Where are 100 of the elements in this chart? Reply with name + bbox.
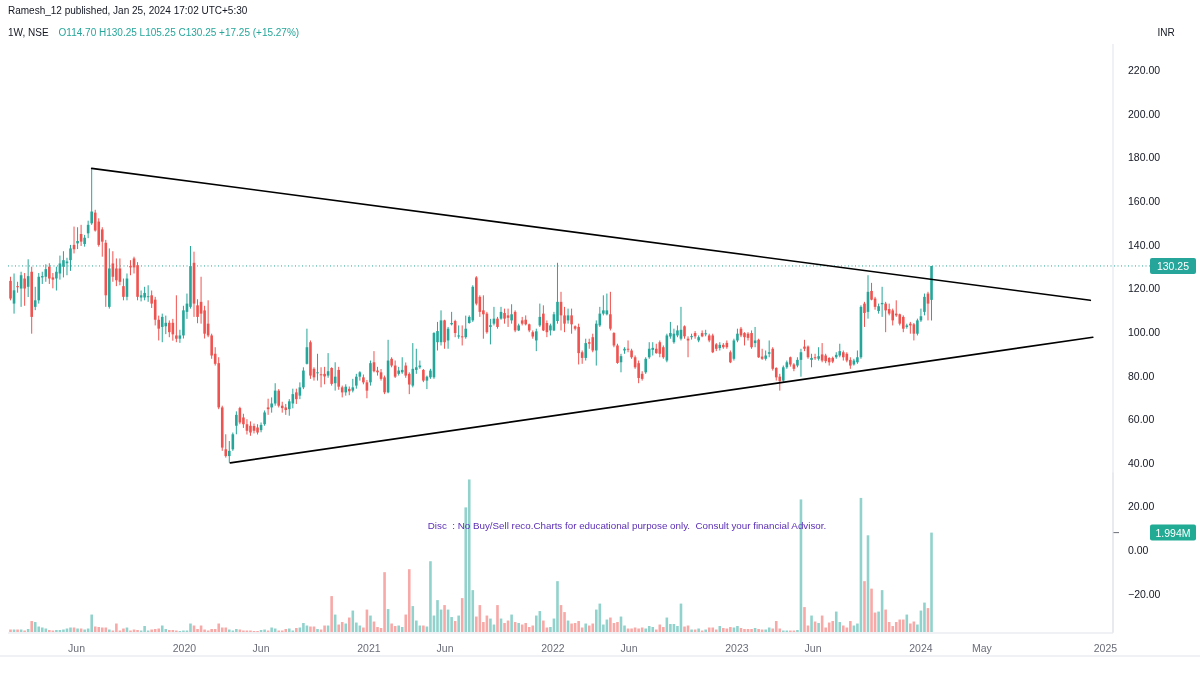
y-tick-label: 180.00 [1128, 151, 1161, 164]
candlestick [326, 352, 330, 379]
bar [390, 623, 393, 632]
y-tick-label: 100.00 [1128, 325, 1161, 338]
candlestick [40, 271, 44, 285]
bar [100, 627, 104, 632]
bar [97, 627, 101, 632]
bar [556, 581, 559, 632]
bar [217, 623, 221, 632]
bar [443, 605, 446, 632]
y-tick-label: 140.00 [1128, 238, 1161, 251]
bar [337, 624, 340, 632]
bar [690, 629, 693, 632]
chart-subtitle: O114.70 H130.25 L105.25 C130.25 +17.25 (+15.27%) [58, 27, 300, 38]
bar [37, 626, 41, 632]
bar [711, 627, 715, 632]
bar [644, 628, 647, 632]
candlestick [609, 291, 612, 331]
bar [524, 623, 528, 632]
bar [422, 625, 425, 632]
bar [33, 622, 37, 632]
bar [803, 607, 806, 632]
y-tick-label: 20.00 [1128, 500, 1155, 513]
x-tick-label: 2023 [725, 642, 749, 654]
candlestick [457, 324, 460, 340]
x-tick-label: 2021 [357, 642, 381, 654]
bar [436, 600, 439, 632]
candlestick [570, 308, 573, 335]
candlestick [175, 294, 178, 343]
ref-line-label: 130.25 [1156, 259, 1190, 272]
bar [263, 629, 266, 632]
bar [750, 629, 753, 632]
bar [104, 627, 108, 632]
bar [457, 615, 460, 632]
bar [122, 628, 125, 632]
candlestick [164, 315, 168, 335]
bar [527, 627, 531, 632]
bar [757, 629, 760, 632]
x-tick-label: 2025 [1093, 642, 1118, 654]
candlestick [884, 301, 887, 333]
candlestick [358, 370, 362, 382]
bar [69, 627, 72, 632]
bar [429, 561, 432, 632]
x-tick-label: Jun [68, 642, 86, 654]
bar [591, 623, 595, 632]
bar [369, 615, 372, 632]
bar [344, 623, 348, 632]
candlestick [316, 353, 319, 382]
candlestick [129, 259, 132, 276]
candlestick [337, 366, 340, 391]
bar [224, 627, 228, 632]
candlestick [443, 319, 446, 350]
chart-title: 1W, NSE [8, 27, 49, 38]
bar [570, 623, 573, 632]
bar [510, 614, 513, 632]
bar [397, 625, 400, 632]
bar [842, 625, 845, 632]
bar [764, 629, 767, 632]
candlestick [602, 294, 605, 316]
bar [774, 621, 778, 632]
bar [683, 626, 686, 632]
bar [834, 611, 838, 632]
bar [496, 605, 499, 632]
bar [196, 629, 199, 632]
bar [577, 621, 580, 632]
candlestick [9, 276, 12, 301]
bar [647, 626, 651, 632]
y-tick-label: 220.00 [1128, 64, 1161, 77]
candlestick [535, 328, 538, 352]
bar [347, 617, 351, 632]
bar [609, 617, 612, 632]
y-tick-label: 1.994M [1155, 526, 1191, 539]
bar [76, 628, 79, 632]
candlestick [277, 388, 281, 408]
bar [295, 628, 298, 632]
bar [30, 621, 33, 632]
candlestick [510, 303, 513, 325]
bar [284, 629, 288, 632]
bar [849, 621, 852, 632]
bar [150, 629, 153, 632]
text: Ramesh_12 published, Jan 25, 2024 17:02 UTC+5:30 [8, 5, 248, 16]
x-tick-label: Jun [804, 642, 822, 654]
bar [923, 602, 926, 632]
bar [489, 618, 492, 632]
bar [235, 629, 238, 632]
x-tick-label: 2022 [541, 642, 565, 654]
bar [115, 623, 118, 632]
bar [62, 629, 65, 632]
bar [270, 627, 273, 632]
bar [884, 609, 887, 632]
candlestick [76, 226, 79, 250]
bar [93, 626, 97, 632]
bar [323, 625, 326, 632]
bar [714, 629, 718, 632]
bar [9, 629, 12, 632]
candlestick [863, 301, 866, 328]
bar [40, 627, 44, 632]
bar [901, 619, 905, 632]
bar [810, 615, 813, 632]
bar [651, 627, 655, 632]
